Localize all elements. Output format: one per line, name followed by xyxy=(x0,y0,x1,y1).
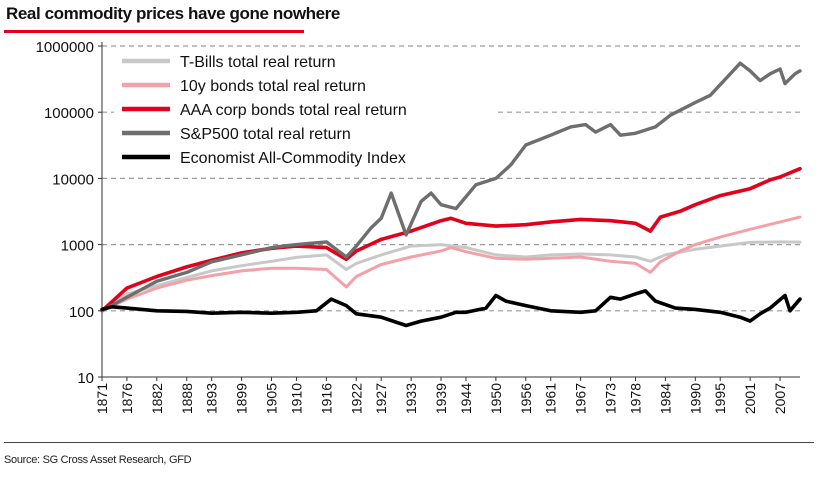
y-tick-label: 10000 xyxy=(52,171,94,188)
y-tick-label: 1000 xyxy=(61,238,94,255)
legend-label: S&P500 total real return xyxy=(180,126,351,143)
legend: T-Bills total real return 10y bonds total… xyxy=(114,50,494,168)
chart-title: Real commodity prices have gone nowhere xyxy=(6,4,340,23)
series-lines xyxy=(100,61,802,328)
y-tick-label: 10 xyxy=(77,370,94,387)
x-tick-label: 1871 xyxy=(94,383,110,414)
title-underline xyxy=(4,30,304,33)
source-note: Source: SG Cross Asset Research, GFD xyxy=(4,454,192,466)
y-tick-label: 100 xyxy=(69,304,94,321)
x-tick-label: 1939 xyxy=(433,383,449,414)
x-tick-label: 1916 xyxy=(318,383,334,414)
legend-label: 10y bonds total real return xyxy=(180,78,366,95)
legend-bg xyxy=(114,74,494,96)
x-tick-label: 1922 xyxy=(348,383,364,414)
y-tick-label: 1000000 xyxy=(36,39,94,56)
x-tick-label: 2007 xyxy=(772,383,788,414)
x-tick-label: 2001 xyxy=(742,383,758,414)
legend-label: AAA corp bonds total real return xyxy=(180,102,407,119)
series-line xyxy=(100,215,802,313)
x-tick-label: 1876 xyxy=(119,383,135,414)
footer-divider xyxy=(4,442,814,443)
x-tick-label: 1995 xyxy=(712,383,728,414)
x-tick-label: 1899 xyxy=(234,383,250,414)
x-tick-label: 1910 xyxy=(288,383,304,414)
x-tick-label: 1927 xyxy=(373,383,389,414)
legend-label: T-Bills total real return xyxy=(180,54,336,71)
x-tick-label: 1950 xyxy=(488,383,504,414)
x-tick-label: 1882 xyxy=(149,383,165,414)
x-tick-label: 1888 xyxy=(179,383,195,414)
series-line xyxy=(100,61,802,313)
x-tick-label: 1978 xyxy=(627,383,643,414)
series-line xyxy=(100,289,802,328)
legend-bg xyxy=(114,50,494,72)
series-line xyxy=(100,166,802,313)
x-tick-label: 1984 xyxy=(657,383,673,414)
x-tick-label: 1905 xyxy=(264,383,280,414)
x-tick-label: 1961 xyxy=(543,383,559,414)
x-tick-label: 1944 xyxy=(458,383,474,414)
y-tick-label: 100000 xyxy=(44,105,94,122)
x-tick-label: 1967 xyxy=(573,383,589,414)
legend-label: Economist All-Commodity Index xyxy=(180,150,406,167)
legend-bg xyxy=(114,146,494,168)
x-tick-label: 1893 xyxy=(204,383,220,414)
x-tick-label: 1973 xyxy=(603,383,619,414)
axes: 10 100 1000 10000 100000 1000000 1871 1876 1882 1… xyxy=(36,39,800,414)
legend-bg xyxy=(114,98,494,120)
legend-bg xyxy=(114,122,494,144)
x-tick-label: 1956 xyxy=(518,383,534,414)
x-tick-label: 1933 xyxy=(403,383,419,414)
x-tick-label: 1990 xyxy=(687,383,703,414)
